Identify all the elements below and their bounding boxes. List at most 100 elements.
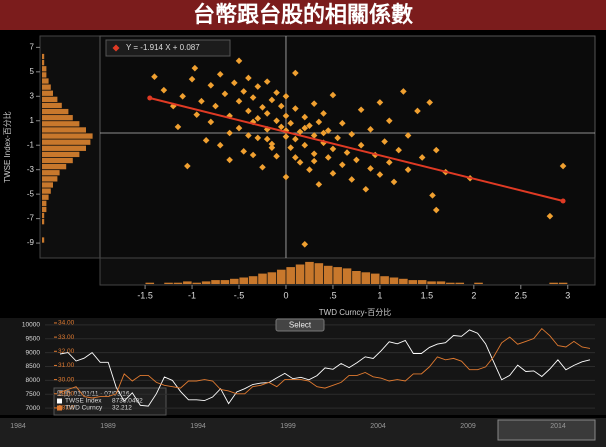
y-histogram-bar <box>42 163 67 170</box>
scatter-point <box>301 113 309 121</box>
select-button-label[interactable]: Select <box>289 321 312 330</box>
y-histogram-bar <box>42 72 47 78</box>
fit-line <box>149 97 564 202</box>
scatter-point <box>259 163 266 171</box>
scatter-point <box>235 124 243 132</box>
y-axis-label: TWSE Index-百分比 <box>2 111 12 183</box>
scatter-point <box>254 115 262 122</box>
scatter-point <box>249 94 257 101</box>
scatter-point <box>179 93 186 100</box>
x-histogram-bar <box>549 282 558 284</box>
scatter-point <box>381 138 388 145</box>
scatter-point <box>263 135 271 143</box>
x-histogram-bar <box>455 282 465 284</box>
y-tick-label: 7 <box>30 42 35 51</box>
scatter-point <box>339 161 346 169</box>
y-tick-label: 8500 <box>26 363 41 370</box>
scatter-point <box>282 133 290 140</box>
y-histogram-bar <box>42 139 91 145</box>
y-histogram-bar <box>42 176 58 182</box>
y2-tick-label: 32.00 <box>58 348 75 355</box>
scatter-point <box>193 111 201 118</box>
y2-tick-label: 29.00 <box>58 390 75 397</box>
overview-year: 1989 <box>100 423 116 430</box>
scatter-point <box>188 75 196 83</box>
x-tick-label: 3 <box>565 290 570 300</box>
scatter-point <box>151 73 158 81</box>
x-histogram-bar <box>323 265 333 284</box>
scatter-point <box>184 162 191 170</box>
y2-tick-label: 28.00 <box>58 405 75 412</box>
scatter-point <box>296 159 304 166</box>
x-histogram-bar <box>427 281 436 284</box>
scatter-point <box>254 134 262 142</box>
scatter-point <box>245 74 252 82</box>
overview-year: 2014 <box>550 423 566 430</box>
y-histogram-bar <box>42 78 49 84</box>
scatter-point <box>414 107 421 115</box>
scatter-point <box>353 156 360 164</box>
scatter-point <box>259 104 266 111</box>
scatter-point <box>376 171 384 178</box>
scatter-point <box>191 64 199 72</box>
scatter-point <box>292 69 299 77</box>
x-histogram-bar <box>408 280 418 284</box>
scatter-point <box>273 89 280 96</box>
x-tick-label: .5 <box>329 290 337 300</box>
scatter-point <box>400 88 407 95</box>
scatter-point <box>385 117 393 125</box>
scatter-point <box>216 70 224 78</box>
scatter-point <box>254 83 262 90</box>
scatter-point <box>277 123 285 131</box>
scatter-point <box>426 99 433 106</box>
select-button[interactable] <box>275 318 325 332</box>
y-tick-label: -3 <box>27 165 35 174</box>
fit-legend-marker <box>112 44 120 52</box>
legend-value: 8738.0402 <box>112 398 143 405</box>
y2-tick-label: 30.00 <box>58 376 75 383</box>
x-tick-label: -.5 <box>234 290 245 300</box>
scatter-point <box>339 119 346 127</box>
scatter-point <box>207 81 215 89</box>
scatter-point <box>287 144 294 151</box>
y-tick-label: 10000 <box>22 322 40 329</box>
y-tick-label: 8000 <box>26 377 41 384</box>
scatter-point <box>268 96 276 104</box>
scatter-point <box>273 152 280 160</box>
x-histogram-bar <box>342 268 352 284</box>
overview-year: 1999 <box>280 423 296 430</box>
x-histogram-bar <box>380 276 389 284</box>
scatter-point <box>221 90 229 98</box>
legend-name: TWSE Index <box>65 398 102 405</box>
x-histogram-bar <box>267 272 277 284</box>
legend-name: TWD Curncy <box>65 405 103 412</box>
scatter-point <box>343 149 351 156</box>
scatter-point <box>348 176 356 183</box>
x-tick-label: 2.5 <box>515 290 528 300</box>
x-histogram-bar <box>370 273 380 284</box>
scatter-point <box>362 185 370 193</box>
scatter-point <box>320 139 327 147</box>
series-line <box>59 329 591 407</box>
x-histogram-bar <box>248 276 258 284</box>
scatter-point <box>301 124 309 132</box>
scatter-point <box>334 134 341 142</box>
x-histogram-bar <box>295 264 305 284</box>
scatter-point <box>367 126 374 133</box>
x-tick-label: 2 <box>471 290 476 300</box>
x-histogram-bar <box>333 267 342 284</box>
fit-endpoint <box>147 95 153 101</box>
x-histogram-bar <box>239 277 249 284</box>
legend-value: 32.212 <box>112 405 132 412</box>
fit-legend-label: Y = -1.914 X + 0.087 <box>126 43 200 52</box>
y-histogram-bar <box>42 84 51 90</box>
y-histogram-bar <box>42 237 45 243</box>
scatter-point <box>282 112 290 120</box>
scatter-point <box>235 97 243 105</box>
x-histogram-bar <box>201 281 211 284</box>
scatter-point <box>306 122 313 129</box>
y-histogram-bar <box>42 200 47 206</box>
x-histogram-bar <box>446 282 455 284</box>
scatter-point <box>292 105 299 112</box>
y-tick-label: 5 <box>30 67 35 76</box>
